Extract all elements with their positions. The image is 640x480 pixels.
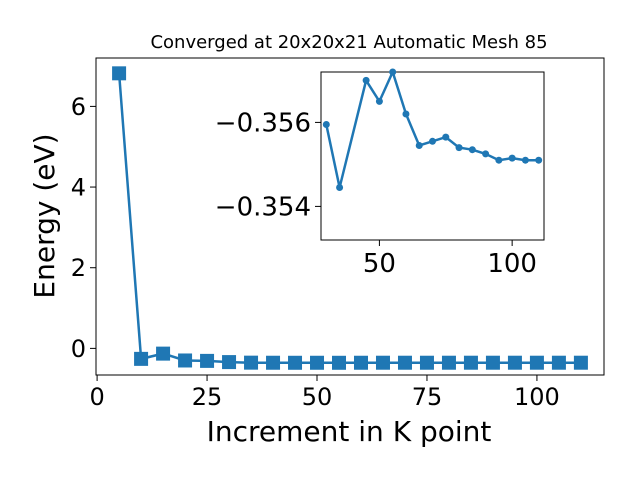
- main-data-point: [244, 355, 259, 370]
- main-data-point: [353, 355, 368, 370]
- main-data-point: [200, 353, 215, 368]
- main-x-tick-label: 25: [192, 383, 223, 411]
- main-x-tick-label: 0: [89, 383, 104, 411]
- main-data-point: [332, 355, 347, 370]
- inset-series: [322, 68, 543, 191]
- main-y-tick-label: 0: [71, 335, 86, 363]
- main-y-tick-label: 4: [71, 173, 86, 201]
- main-data-point: [310, 355, 325, 370]
- main-x-tick-label: 50: [302, 383, 333, 411]
- main-data-point: [507, 355, 522, 370]
- main-data-point: [551, 355, 566, 370]
- chart-title: Converged at 20x20x21 Automatic Mesh 85: [150, 32, 547, 53]
- inset-data-point: [375, 97, 383, 105]
- main-ticks: 0 25 50 75 100 0 2 4 6: [71, 93, 560, 411]
- inset-y-tick-label: −0.356: [215, 109, 311, 139]
- inset-plot-frame: [320, 71, 545, 241]
- inset-data-point: [508, 154, 516, 162]
- inset-data-point: [535, 156, 543, 164]
- inset-data-point: [455, 144, 463, 152]
- main-data-point: [112, 66, 127, 81]
- inset-data-point: [336, 184, 344, 191]
- inset-data-point: [521, 156, 529, 164]
- inset-data-point: [495, 156, 503, 164]
- main-data-point: [463, 355, 478, 370]
- inset-data-point: [468, 146, 476, 154]
- inset-series-line: [325, 68, 539, 188]
- main-data-point: [266, 355, 281, 370]
- main-x-tick-label: 100: [514, 383, 560, 411]
- main-data-point: [375, 355, 390, 370]
- main-plot-frame: [95, 57, 605, 376]
- inset-ticks: 50 100 −0.356 −0.354: [215, 109, 537, 280]
- inset-data-point: [362, 76, 370, 84]
- inset-x-tick-label: 50: [363, 249, 396, 279]
- main-data-point: [288, 355, 303, 370]
- main-y-tick-label: 2: [71, 254, 86, 282]
- main-x-tick-label: 75: [412, 383, 443, 411]
- inset-data-point: [415, 142, 423, 149]
- inset-data-point: [389, 68, 397, 76]
- main-data-point: [419, 355, 434, 370]
- main-data-point: [178, 353, 193, 368]
- y-axis-title: Energy (eV): [28, 133, 61, 298]
- main-data-point: [529, 355, 544, 370]
- main-y-tick-label: 6: [71, 93, 86, 121]
- inset-data-point: [442, 133, 450, 141]
- main-chart: Converged at 20x20x21 Automatic Mesh 85 …: [28, 32, 605, 448]
- main-data-point: [397, 355, 412, 370]
- main-series-line: [117, 73, 581, 365]
- x-axis-title: Increment in K point: [207, 415, 492, 448]
- inset-data-point: [429, 137, 436, 145]
- main-data-point: [485, 355, 500, 370]
- inset-chart: 50 100 −0.356 −0.354: [215, 68, 545, 280]
- main-data-point: [134, 351, 149, 366]
- inset-data-point: [322, 121, 330, 128]
- inset-plot-background: [321, 72, 544, 240]
- main-data-point: [156, 346, 171, 361]
- main-data-point: [441, 355, 456, 370]
- main-data-point: [573, 355, 588, 370]
- main-data-point: [222, 355, 237, 370]
- main-series: [112, 66, 588, 370]
- inset-data-point: [482, 150, 490, 158]
- inset-x-tick-label: 100: [487, 249, 537, 279]
- inset-y-tick-label: −0.354: [215, 193, 311, 223]
- inset-data-point: [402, 110, 410, 118]
